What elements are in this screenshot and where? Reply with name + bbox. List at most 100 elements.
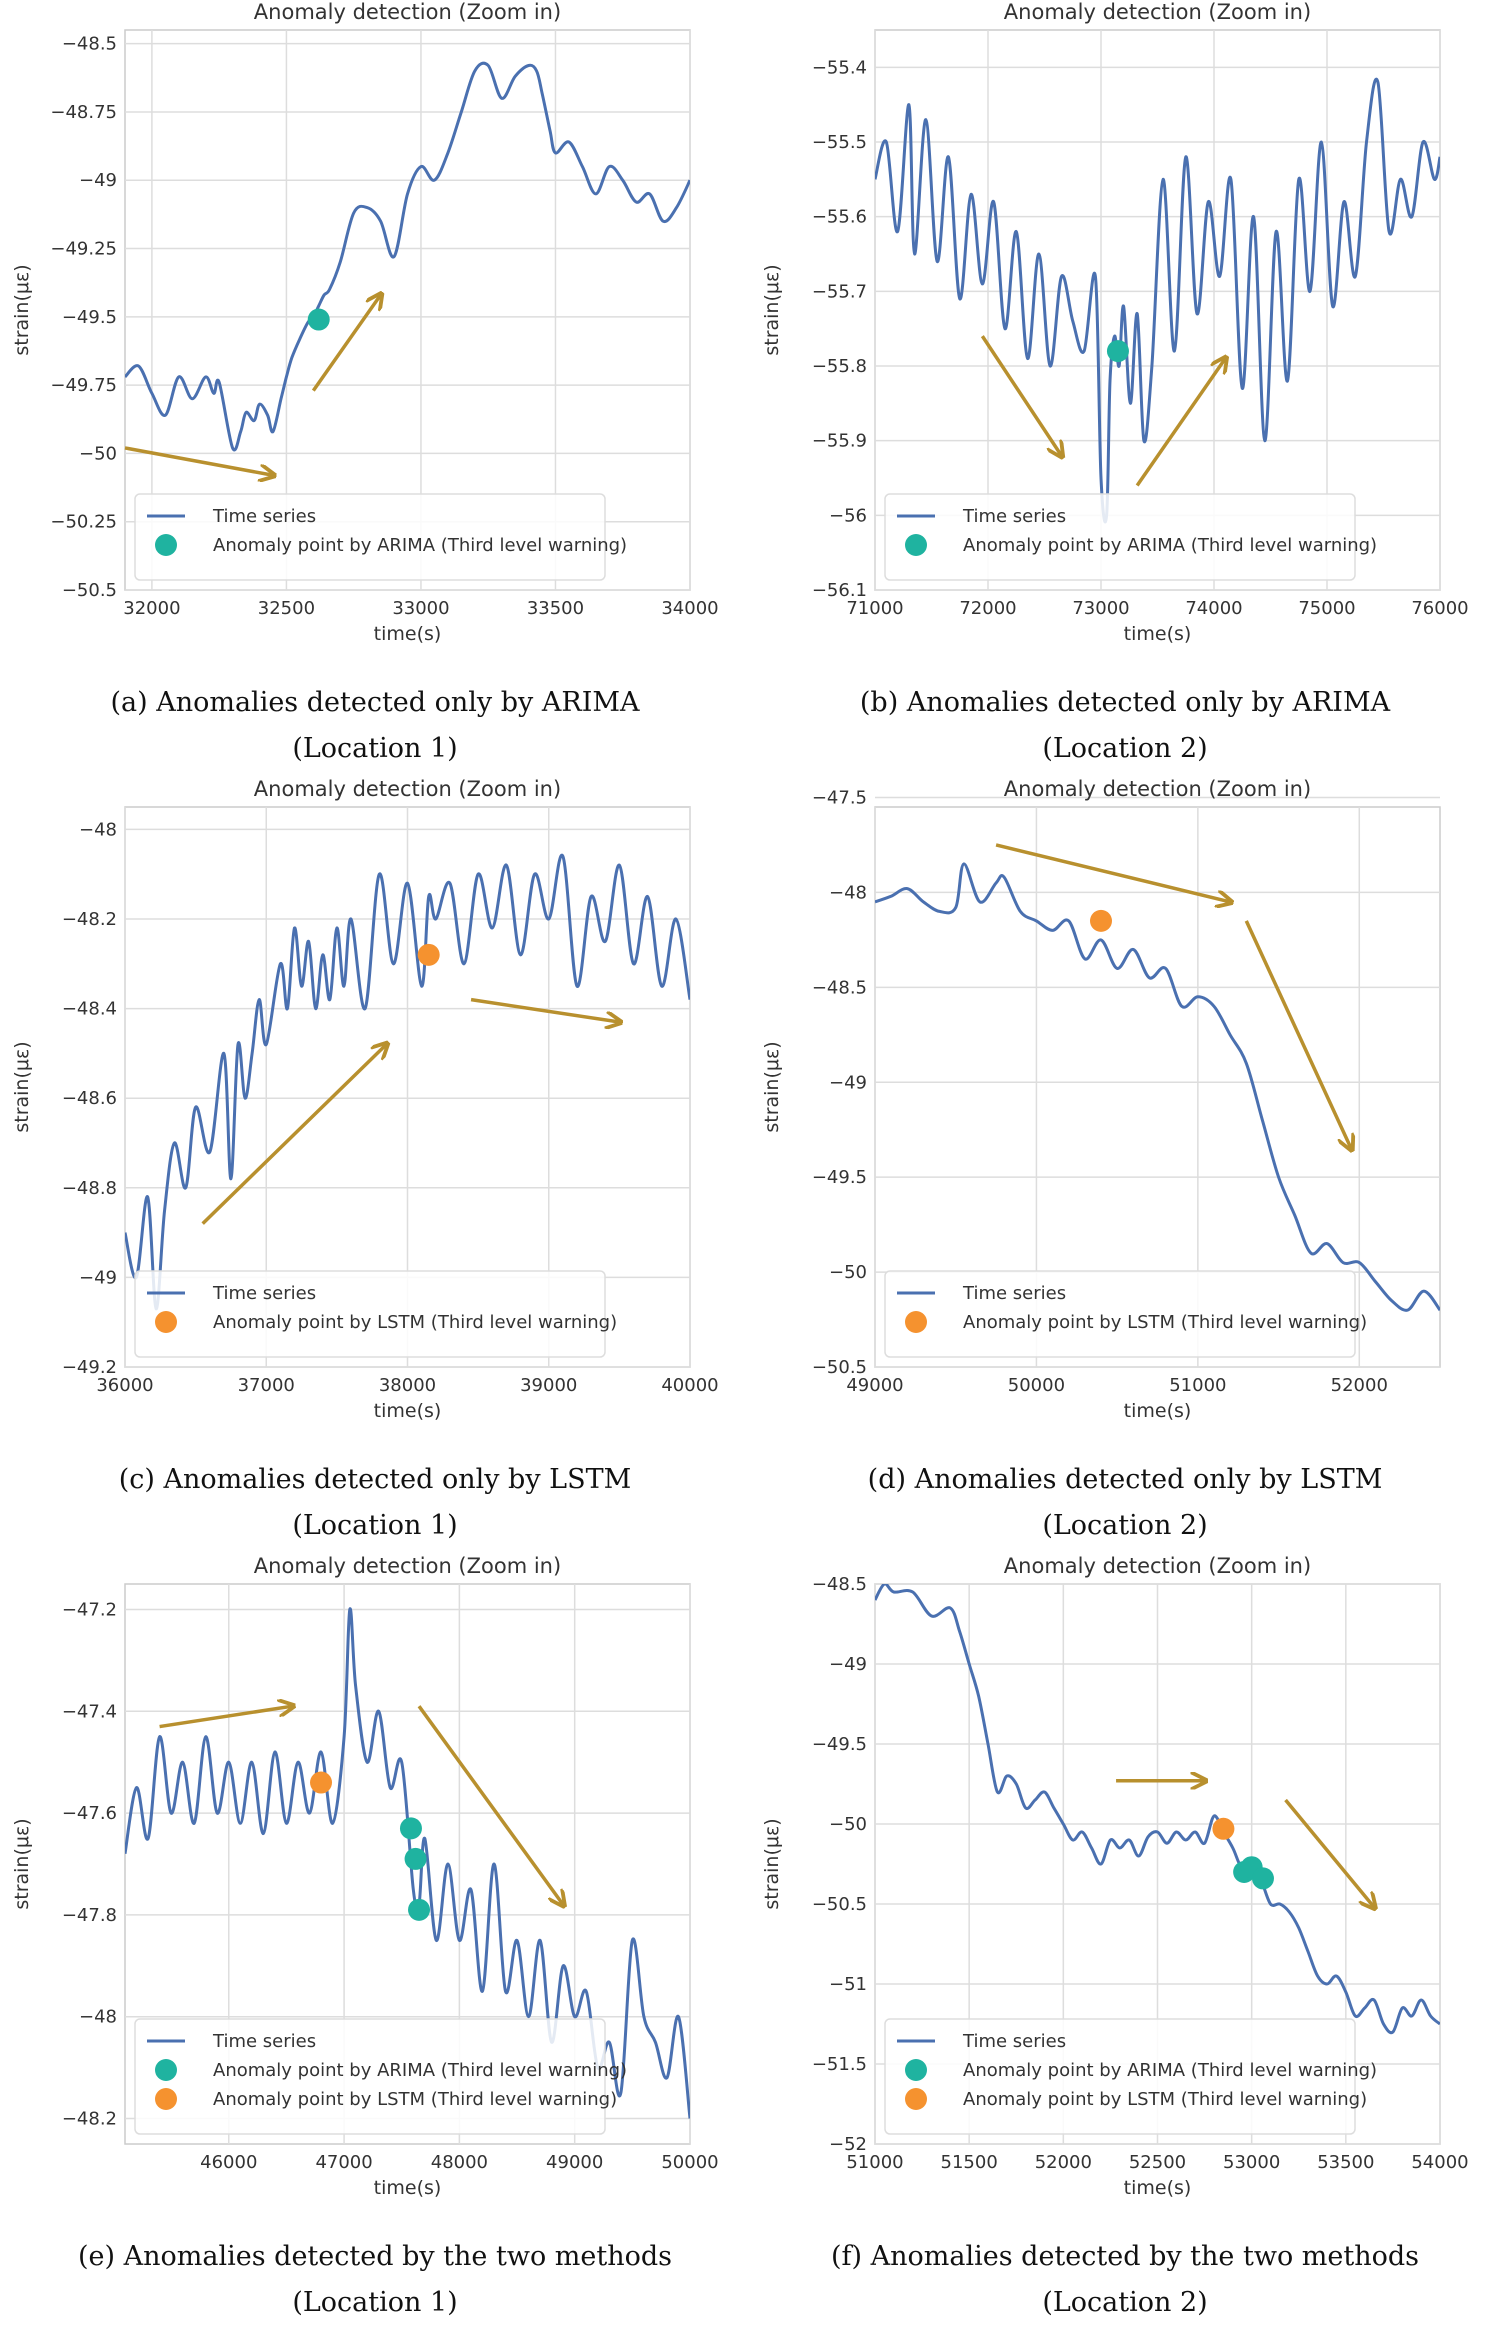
y-tick-label: −50 (829, 1814, 867, 1835)
plot-content (125, 61, 690, 452)
legend-lstm-swatch (155, 2088, 177, 2110)
legend: Time series Anomaly point by ARIMA (Third… (134, 2018, 627, 2135)
y-tick-label: −49.2 (62, 1357, 117, 1378)
y-tick-label: −49.25 (50, 239, 117, 260)
time-series-line (875, 862, 1440, 1312)
chart-e: 46000 47000 48000 49000 50000 −48.2 −48 −47.8 −4… (11, 1554, 719, 2199)
caption-d-line2: (Location 2) (1042, 1510, 1208, 1541)
y-tick-label: −50 (79, 443, 117, 464)
arima-anomaly-point (1251, 1867, 1274, 1890)
legend: Time series Anomaly point by LSTM (Third … (884, 1270, 1367, 1358)
y-axis-label: strain(με) (761, 264, 783, 355)
y-tick-label: −50.5 (62, 580, 117, 601)
legend-series-label: Time series (962, 2031, 1066, 2052)
chart-title: Anomaly detection (Zoom in) (254, 1554, 561, 1578)
arima-anomaly-point (1106, 340, 1129, 363)
y-tick-label: −48 (829, 882, 867, 903)
x-tick-label: 36000 (96, 1375, 153, 1396)
x-tick-label: 33000 (392, 598, 449, 619)
y-tick-label: −48.4 (62, 999, 117, 1020)
caption-b-line2: (Location 2) (1042, 733, 1208, 764)
y-tick-label: −55.4 (812, 57, 867, 78)
chart-title: Anomaly detection (Zoom in) (1004, 777, 1311, 801)
time-series-line (125, 61, 690, 452)
x-tick-label: 72000 (959, 598, 1016, 619)
legend-arima-label: Anomaly point by ARIMA (Third level warn… (963, 2060, 1377, 2081)
plot-content (875, 1584, 1440, 2035)
chart-title: Anomaly detection (Zoom in) (254, 777, 561, 801)
caption-b: (b) Anomalies detected only by ARIMA (Lo… (750, 680, 1500, 772)
legend-arima-label: Anomaly point by ARIMA (Third level warn… (963, 535, 1377, 556)
x-tick-label: 49000 (546, 2152, 603, 2173)
y-tick-label: −51.5 (812, 2054, 867, 2075)
legend-box (134, 2018, 606, 2135)
chart-b: 71000 72000 73000 74000 75000 76000 −56.1 −56 −5… (761, 0, 1469, 645)
legend-lstm-swatch (905, 2088, 927, 2110)
arima-anomaly-point (408, 1898, 431, 1921)
caption-a-line1: (a) Anomalies detected only by ARIMA (110, 687, 640, 718)
y-tick-label: −49 (79, 170, 117, 191)
caption-f: (f) Anomalies detected by the two method… (750, 2234, 1500, 2326)
x-tick-label: 39000 (520, 1375, 577, 1396)
caption-d: (d) Anomalies detected only by LSTM (Loc… (750, 1457, 1500, 1549)
x-tick-label: 50000 (1008, 1375, 1065, 1396)
x-tick-label: 74000 (1185, 598, 1242, 619)
chart-d: 49000 50000 51000 52000 −50.5 −50 −49.5 −49 −48.… (761, 777, 1441, 1422)
y-tick-label: −48.75 (50, 102, 117, 123)
x-tick-label: 53000 (1223, 2152, 1280, 2173)
trend-arrow (995, 843, 1230, 902)
x-tick-label: 32000 (123, 598, 180, 619)
x-tick-label: 76000 (1411, 598, 1468, 619)
x-tick-label: 75000 (1298, 598, 1355, 619)
y-tick-label: −47.2 (62, 1599, 117, 1620)
chart-panel-d: 49000 50000 51000 52000 −50.5 −50 −49.5 −49 −48.… (750, 777, 1500, 1554)
y-tick-label: −51 (829, 1974, 867, 1995)
x-tick-label: 51000 (846, 2152, 903, 2173)
x-tick-label: 54000 (1411, 2152, 1468, 2173)
legend-lstm-label: Anomaly point by LSTM (Third level warni… (213, 2089, 617, 2110)
x-axis-label: time(s) (1124, 1400, 1192, 1422)
arima-anomaly-point (307, 308, 330, 331)
trend-arrow (1244, 920, 1351, 1149)
lstm-anomaly-point (310, 1771, 333, 1794)
chart-title: Anomaly detection (Zoom in) (1004, 1554, 1311, 1578)
legend-arima-swatch (905, 2059, 927, 2081)
y-tick-label: −47.6 (62, 1803, 117, 1824)
legend-series-label: Time series (212, 2031, 316, 2052)
x-axis-label: time(s) (1124, 2177, 1192, 2199)
trend-arrow (159, 1706, 293, 1729)
y-tick-label: −56 (829, 505, 867, 526)
legend-arima-swatch (155, 2059, 177, 2081)
x-axis-label: time(s) (374, 623, 442, 645)
legend-box (884, 493, 1356, 581)
x-tick-label: 38000 (379, 1375, 436, 1396)
x-tick-label: 32500 (258, 598, 315, 619)
caption-f-line1: (f) Anomalies detected by the two method… (830, 2241, 1419, 2272)
x-tick-label: 53500 (1317, 2152, 1374, 2173)
y-tick-label: −48.2 (62, 2109, 117, 2130)
caption-e: (e) Anomalies detected by the two method… (0, 2234, 750, 2326)
y-tick-label: −55.5 (812, 132, 867, 153)
caption-d-line1: (d) Anomalies detected only by LSTM (867, 1464, 1383, 1495)
trend-arrow (1135, 359, 1225, 487)
legend-series-label: Time series (212, 1283, 316, 1304)
legend-series-label: Time series (962, 1283, 1066, 1304)
trend-arrow (470, 997, 619, 1022)
legend-lstm-label: Anomaly point by LSTM (Third level warni… (963, 1312, 1367, 1333)
y-axis-label: strain(με) (761, 1818, 783, 1909)
trend-arrow (417, 1705, 563, 1905)
lstm-anomaly-point (1212, 1817, 1235, 1840)
x-axis-label: time(s) (374, 1400, 442, 1422)
y-tick-label: −49.5 (812, 1734, 867, 1755)
trend-arrow (1284, 1798, 1375, 1907)
legend: Time series Anomaly point by ARIMA (Third… (884, 2018, 1377, 2135)
y-tick-label: −48 (79, 819, 117, 840)
legend-arima-label: Anomaly point by ARIMA (Third level warn… (213, 535, 627, 556)
y-tick-label: −50 (829, 1262, 867, 1283)
y-tick-label: −48.5 (812, 977, 867, 998)
y-tick-label: −49 (79, 1267, 117, 1288)
y-tick-label: −48.8 (62, 1178, 117, 1199)
plot-content (875, 862, 1440, 1312)
y-tick-label: −47.8 (62, 1905, 117, 1926)
x-tick-label: 71000 (846, 598, 903, 619)
